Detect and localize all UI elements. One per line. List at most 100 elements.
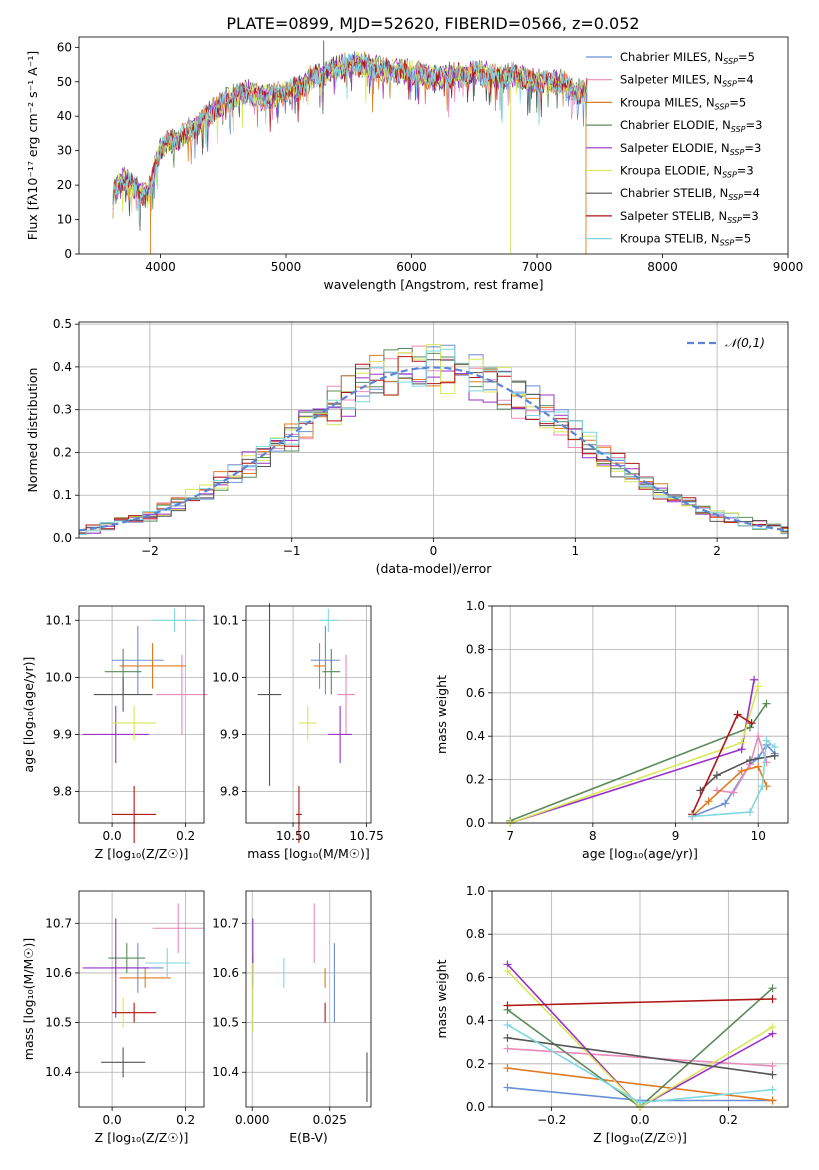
y-tick-label: 0.0 (466, 1100, 485, 1114)
legend-entry: Salpeter STELIB, NSSP=3 (620, 209, 759, 225)
weight-point-marker (758, 782, 767, 791)
axes-frame (491, 890, 789, 1108)
weight-point-marker (768, 1085, 777, 1094)
x-axis-label: Z [log₁₀(Z/Z☉)] (593, 1130, 687, 1145)
spectrum-series-line (112, 51, 588, 229)
y-tick-label: 40 (57, 109, 72, 123)
y-tick-label: 0.4 (53, 360, 72, 374)
weight-point-marker (768, 984, 777, 993)
x-axis-label: Z [log₁₀(Z/Z☉)] (95, 846, 189, 861)
y-tick-label: 10.1 (45, 613, 72, 627)
weight-point-marker (750, 675, 759, 684)
axes-frame (78, 36, 789, 255)
weight-point-marker (768, 1061, 777, 1070)
x-tick-label: 0.025 (313, 1113, 347, 1127)
axes-frame (78, 321, 789, 539)
y-tick-label: 10 (57, 213, 72, 227)
x-tick-label: 0.0 (630, 1113, 649, 1127)
legend-entry: Salpeter ELODIE, NSSP=3 (620, 141, 761, 157)
y-tick-label: 0.2 (466, 773, 485, 787)
gaussian-curve (78, 366, 789, 532)
x-tick-label: 0.2 (176, 829, 195, 843)
weight-point-marker (704, 797, 713, 806)
x-tick-label: 10 (751, 829, 766, 843)
y-tick-label: 0.1 (53, 488, 72, 502)
weight-series-line (507, 998, 773, 1007)
y-tick-label: 1.0 (466, 599, 485, 613)
y-tick-label: 10.0 (212, 670, 239, 684)
y-axis-label: Flux [fλ10⁻¹⁷ erg cm⁻² s⁻¹ A⁻¹] (25, 51, 40, 240)
y-tick-label: 10.7 (212, 916, 239, 930)
weight-series-line (507, 1067, 773, 1102)
legend-entry: Chabrier MILES, NSSP=5 (620, 50, 755, 66)
y-tick-label: 10.1 (212, 613, 239, 627)
y-tick-label: 60 (57, 40, 72, 54)
y-tick-label: 10.5 (212, 1016, 239, 1030)
x-tick-label: 9 (672, 829, 680, 843)
axes-frame (78, 605, 205, 824)
x-axis-label: age [log₁₀(age/yr)] (582, 846, 698, 861)
weight-point-marker (770, 743, 779, 752)
weight-series-line (509, 686, 759, 824)
y-tick-label: 0.4 (466, 729, 485, 743)
weight-point-marker (503, 1083, 512, 1092)
weight-point-marker (762, 699, 771, 708)
residuals-panel: −2 −1 0 1 2 0.0 0.1 0.2 0.3 0.4 0.5 (data-model)/er… (25, 317, 789, 576)
weights_vs_age-panel: 7 8 9 10 0.0 0.2 0.4 0.6 0.8 1.0 age [log₁₀(age/yr… (434, 599, 789, 861)
residuals-marks (78, 344, 789, 535)
weight-point-marker (768, 1096, 777, 1105)
weight-point-marker (745, 808, 754, 817)
x-tick-label: 8000 (647, 260, 678, 274)
y-axis-label: Normed distribution (25, 368, 40, 493)
x-tick-label: 0.2 (176, 1113, 195, 1127)
weight-point-marker (503, 1064, 512, 1073)
spectrum-legend: Chabrier MILES, NSSP=5 Salpeter MILES, NS… (586, 50, 762, 248)
y-tick-label: 10.6 (212, 966, 239, 980)
x-tick-label: 0 (430, 544, 438, 558)
weight-point-marker (754, 762, 763, 771)
x-tick-label: 4000 (145, 260, 176, 274)
legend-entry: 𝒩(0,1) (725, 336, 765, 350)
residual-histogram (79, 356, 788, 535)
legend-entry: Salpeter MILES, NSSP=4 (620, 73, 754, 89)
x-tick-label: 10.50 (276, 829, 310, 843)
y-tick-label: 10.0 (45, 670, 72, 684)
y-tick-label: 0.3 (53, 403, 72, 417)
age_vs_mass-panel: 10.50 10.75 9.8 9.9 10.0 10.1 mass [log₁₀(M/M☉… (212, 603, 384, 861)
weight-point-marker (729, 788, 738, 797)
spectrum-panel: 4000 5000 6000 7000 8000 9000 0 10 20 30 40 50 60 wav… (25, 36, 803, 292)
weight-point-marker (770, 751, 779, 760)
y-tick-label: 0.6 (466, 686, 485, 700)
y-tick-label: 50 (57, 75, 72, 89)
age_vs_Z-marks (82, 608, 208, 843)
weight-point-marker (636, 1098, 644, 1107)
residual-histogram (79, 344, 788, 535)
x-axis-label: mass [log₁₀(M/M☉)] (247, 846, 369, 861)
weight-series-line (691, 743, 776, 818)
weight-point-marker (712, 771, 721, 780)
axes-frame (491, 605, 789, 824)
x-axis-label: wavelength [Angstrom, rest frame] (323, 277, 543, 292)
legend-entry: Kroupa STELIB, NSSP=5 (620, 232, 751, 248)
x-tick-label: 6000 (396, 260, 427, 274)
axes-frame (78, 890, 205, 1108)
spectrum-series-line (112, 52, 588, 227)
weight-point-marker (721, 799, 730, 808)
legend-entry: Kroupa ELODIE, NSSP=3 (620, 164, 754, 180)
weight-point-marker (762, 736, 771, 745)
y-tick-label: 0.0 (466, 816, 485, 830)
y-axis-label: mass weight (434, 675, 449, 754)
y-tick-label: 0.6 (466, 970, 485, 984)
y-tick-label: 10.7 (45, 916, 72, 930)
weight-point-marker (754, 732, 763, 741)
y-tick-label: 0.0 (53, 531, 72, 545)
weight-point-marker (503, 1020, 512, 1029)
y-tick-label: 0.8 (466, 927, 485, 941)
weight-series-line (507, 1037, 773, 1076)
x-tick-label: 5000 (271, 260, 302, 274)
y-tick-label: 0.8 (466, 642, 485, 656)
weight-point-marker (747, 719, 756, 728)
legend-entry: Chabrier ELODIE, NSSP=3 (620, 118, 762, 134)
weight-point-marker (745, 723, 754, 732)
y-tick-label: 10.4 (45, 1065, 72, 1079)
